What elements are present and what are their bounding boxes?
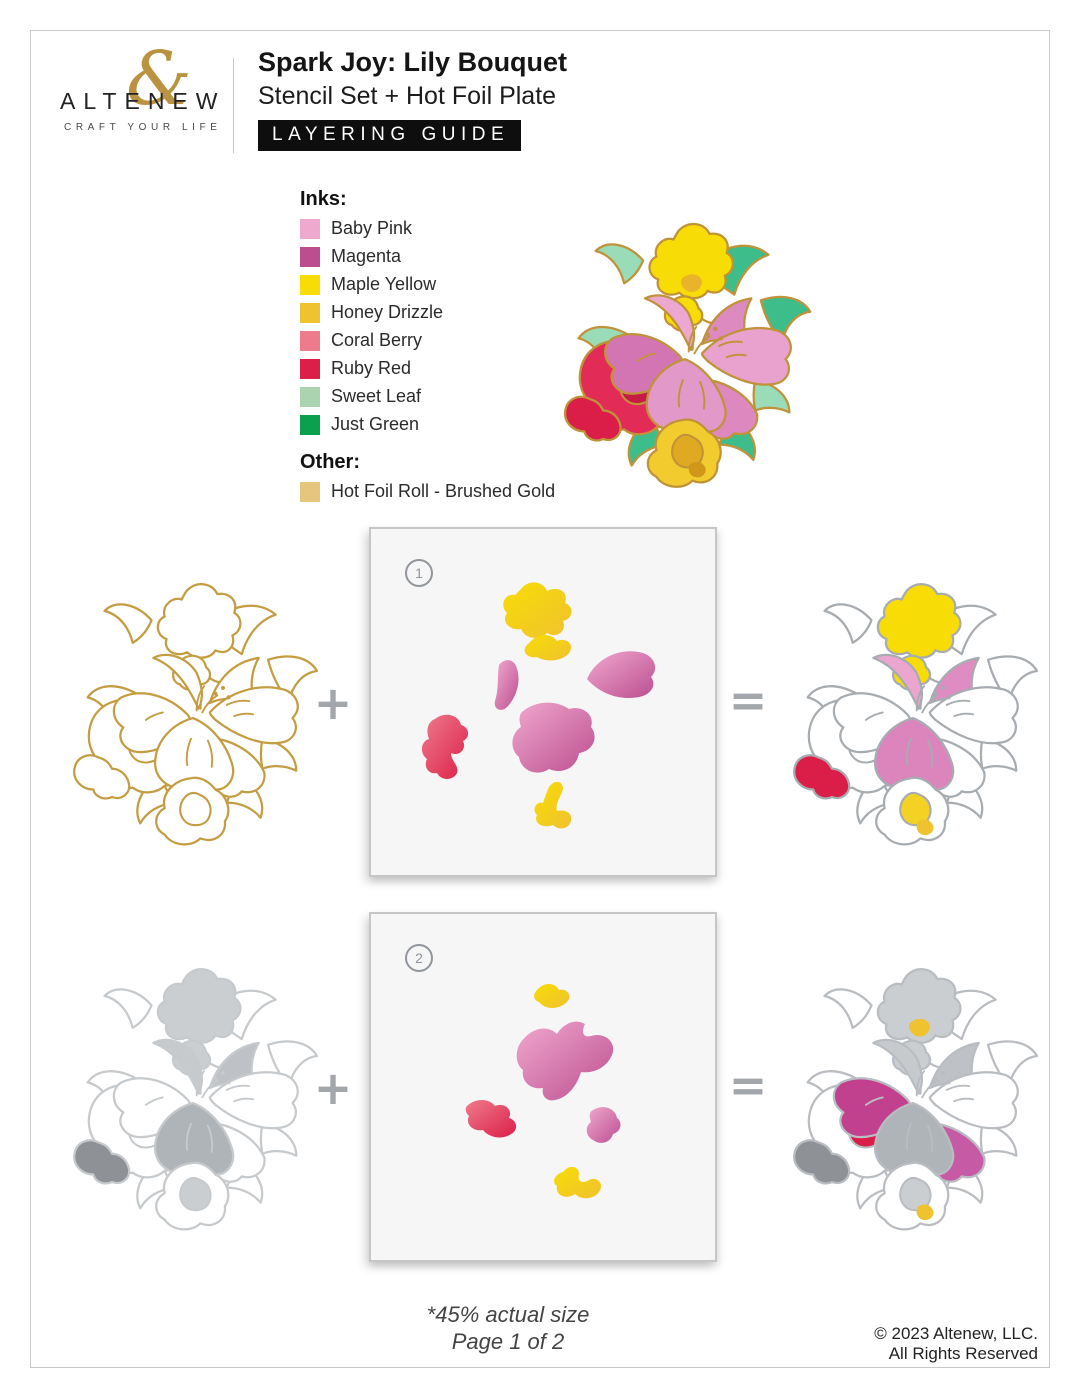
ink-name: Magenta: [331, 246, 402, 266]
legend-item: Honey Drizzle: [300, 302, 600, 323]
legend-item: Baby Pink: [300, 218, 600, 239]
step-number-badge: 2: [405, 944, 433, 972]
ink-swatch: [300, 330, 320, 351]
ampersand-icon: &: [126, 36, 192, 122]
stencil-2-art: [465, 984, 621, 1199]
page-number: Page 1 of 2: [451, 1328, 565, 1354]
ink-name: Honey Drizzle: [331, 302, 444, 322]
title-block: Spark Joy: Lily Bouquet Stencil Set + Ho…: [258, 46, 568, 152]
scale-note: *45% actual size: [426, 1302, 590, 1327]
ink-name: Sweet Leaf: [331, 386, 422, 406]
legend-item: Magenta: [300, 246, 600, 267]
ink-swatch: [300, 274, 320, 295]
ink-name: Ruby Red: [331, 358, 412, 378]
ink-name: Maple Yellow: [331, 274, 437, 294]
page-subtitle: Stencil Set + Hot Foil Plate: [258, 82, 557, 111]
ink-swatch: [300, 218, 320, 239]
copyright: © 2023 Altenew, LLC. All Rights Reserved: [874, 1324, 1038, 1365]
step-number-badge: 1: [405, 559, 433, 587]
ink-swatch: [300, 358, 320, 379]
ink-swatch: [300, 246, 320, 267]
legend-item: Sweet Leaf: [300, 386, 600, 407]
altenew-logo: & ALTENEW CRAFT YOUR LIFE: [60, 42, 230, 148]
other-label: Other:: [300, 451, 360, 473]
inks-label: Inks:: [300, 188, 347, 210]
ink-name: Just Green: [331, 414, 420, 434]
bouquet-gold-foil: [50, 554, 332, 852]
plus-icon: +: [313, 676, 353, 730]
legend-item: Maple Yellow: [300, 274, 600, 295]
plus-icon: +: [313, 1061, 353, 1115]
page-title: Spark Joy: Lily Bouquet: [258, 47, 568, 77]
stencil-2: 2: [369, 912, 717, 1262]
stencil-1: 1: [369, 527, 717, 877]
legend-item: Just Green: [300, 414, 600, 435]
header-divider: [233, 58, 234, 153]
brand-tagline: CRAFT YOUR LIFE: [64, 122, 222, 133]
foil-swatch: [300, 481, 320, 502]
bouquet-full-color: [533, 194, 833, 494]
stencil-1-art: [421, 582, 656, 829]
ink-swatch: [300, 414, 320, 435]
footer-notes: *45% actual size Page 1 of 2: [368, 1302, 648, 1356]
copyright-line2: All Rights Reserved: [888, 1344, 1038, 1364]
ink-swatch: [300, 386, 320, 407]
ink-name: Coral Berry: [331, 330, 423, 350]
legend-item: Coral Berry: [300, 330, 600, 351]
bouquet-result-step2: [770, 939, 1052, 1237]
brand-name: ALTENEW: [60, 88, 226, 114]
ink-name: Baby Pink: [331, 218, 413, 238]
legend-item: Ruby Red: [300, 358, 600, 379]
bouquet-gray-previous: [50, 939, 332, 1237]
ink-swatch: [300, 302, 320, 323]
copyright-line1: © 2023 Altenew, LLC.: [874, 1324, 1038, 1343]
bouquet-result-step1: [770, 554, 1052, 852]
equals-icon: =: [728, 673, 768, 727]
foil-name: Hot Foil Roll - Brushed Gold: [331, 481, 556, 501]
layering-guide-badge: LAYERING GUIDE: [258, 120, 522, 152]
legend-item: Hot Foil Roll - Brushed Gold: [300, 481, 600, 502]
ink-legend: Inks: Baby Pink Magenta Maple Yellow Hon…: [300, 188, 600, 509]
equals-icon: =: [728, 1058, 768, 1112]
